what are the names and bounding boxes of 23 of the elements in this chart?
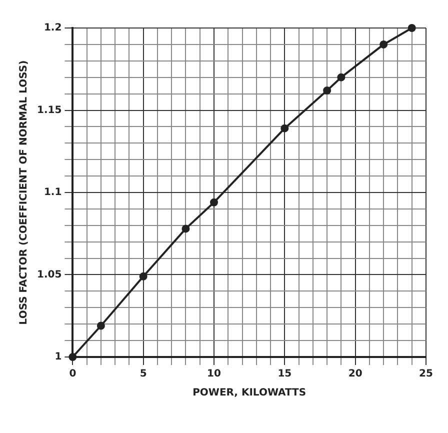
point bbox=[280, 124, 289, 132]
x-tick-label: 20 bbox=[348, 368, 362, 380]
y-axis-title: LOSS FACTOR (COEFFICIENT OF NORMAL LOSS) bbox=[18, 60, 30, 325]
point bbox=[210, 198, 218, 206]
point bbox=[323, 86, 332, 95]
point bbox=[139, 272, 148, 280]
point bbox=[68, 353, 77, 361]
x-tick-label: 5 bbox=[140, 368, 147, 380]
y-tick-label: 1.1 bbox=[44, 187, 62, 198]
x-tick-label: 15 bbox=[278, 368, 292, 380]
point bbox=[182, 224, 190, 233]
x-tick-label: 0 bbox=[69, 368, 76, 380]
point bbox=[380, 40, 388, 48]
y-tick-label: 1.15 bbox=[36, 104, 62, 116]
x-tick-label: 10 bbox=[207, 368, 221, 380]
y-tick-label: 1 bbox=[54, 352, 62, 363]
point bbox=[337, 73, 346, 82]
point bbox=[96, 322, 105, 330]
x-axis-title: POWER, KILOWATTS bbox=[192, 388, 306, 399]
y-tick-label: 1.05 bbox=[36, 269, 62, 280]
y-tick-label: 1.2 bbox=[44, 22, 62, 34]
point bbox=[408, 24, 416, 32]
x-tick-label: 25 bbox=[419, 368, 433, 380]
